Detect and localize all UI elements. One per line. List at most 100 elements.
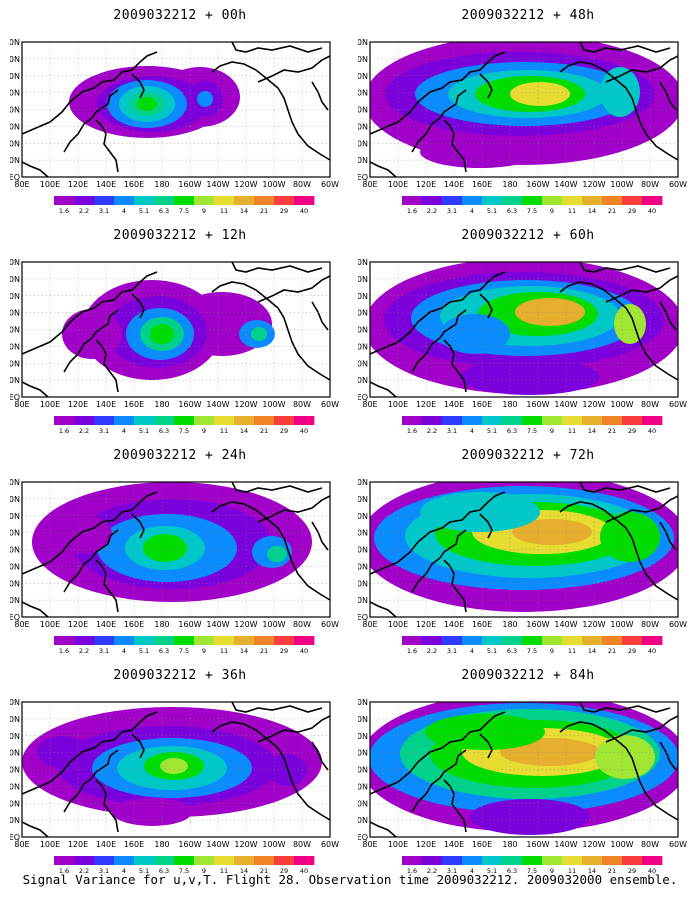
colorbar-swatch (214, 416, 235, 425)
lon-label: 80W (293, 620, 311, 629)
colorbar-swatch (154, 196, 175, 205)
lon-label: 100W (262, 620, 285, 629)
colorbar-swatch (422, 856, 443, 865)
lon-label: 160W (526, 840, 549, 849)
colorbar-swatch (294, 636, 315, 645)
colorbar-swatch (154, 636, 175, 645)
forecast-panel-72h: 2009032212 + 72h 80N 70N 60N 50N 40N 30N 20N 10N… (358, 448, 698, 670)
lon-label: 100E (388, 400, 408, 409)
lon-label: 140W (206, 400, 229, 409)
lon-label: 120E (416, 620, 436, 629)
lat-label: 80N (10, 478, 20, 487)
colorbar-level-label: 14 (240, 427, 248, 435)
colorbar-swatch (114, 636, 135, 645)
colorbar-swatch (422, 636, 443, 645)
lat-label: 60N (10, 72, 20, 81)
lat-label: 30N (10, 122, 20, 131)
colorbar-swatch (582, 416, 603, 425)
lon-label: 120W (582, 400, 605, 409)
colorbar-swatch (134, 196, 155, 205)
lon-label: 80W (641, 840, 659, 849)
colorbar-swatch (234, 856, 255, 865)
colorbar-level-label: 6.3 (507, 207, 517, 215)
colorbar-swatch (642, 636, 663, 645)
colorbar (54, 196, 315, 205)
lat-label: 70N (358, 715, 368, 724)
colorbar-level-label: 6.3 (159, 207, 169, 215)
colorbar-swatch (462, 196, 483, 205)
colorbar-swatch (174, 856, 195, 865)
colorbar-swatch (94, 196, 115, 205)
lon-label: 120W (234, 400, 257, 409)
lon-label: 180 (154, 840, 169, 849)
colorbar-level-label: 40 (300, 867, 308, 875)
colorbar-swatch (642, 416, 663, 425)
colorbar-swatch (254, 636, 275, 645)
colorbar-level-label: 21 (260, 867, 268, 875)
colorbar-swatch (254, 416, 275, 425)
colorbar-swatch (174, 196, 195, 205)
colorbar-swatch (442, 416, 463, 425)
gridlines (22, 262, 330, 397)
colorbar-level-label: 14 (240, 647, 248, 655)
panel-title: 2009032212 + 36h (113, 668, 247, 683)
colorbar-level-label: 6.3 (159, 427, 169, 435)
colorbar-swatch (602, 196, 623, 205)
lat-label: 50N (358, 529, 368, 538)
colorbar-level-label: 40 (648, 207, 656, 215)
colorbar (54, 416, 315, 425)
colorbar-level-label: 4 (470, 867, 474, 875)
lon-label: 80E (362, 400, 377, 409)
lon-label: 120E (68, 620, 88, 629)
lon-label: 140W (554, 840, 577, 849)
colorbar-swatch (622, 856, 643, 865)
lat-label: 50N (10, 309, 20, 318)
colorbar-swatch (194, 636, 215, 645)
lon-label: 100E (40, 620, 60, 629)
colorbar-level-label: 4 (122, 647, 126, 655)
lon-label: 140W (554, 180, 577, 189)
lat-label: 60N (358, 732, 368, 741)
colorbar-swatch (74, 856, 95, 865)
lat-label: EQ (358, 833, 368, 842)
colorbar-swatch (114, 856, 135, 865)
lon-label: 80E (362, 840, 377, 849)
colorbar-level-label: 6.3 (159, 647, 169, 655)
colorbar-swatch (582, 636, 603, 645)
lat-label: 70N (10, 495, 20, 504)
colorbar (54, 856, 315, 865)
colorbar-level-label: 14 (588, 427, 596, 435)
colorbar-swatch (462, 636, 483, 645)
panel-title: 2009032212 + 00h (113, 8, 247, 23)
colorbar-swatch (74, 196, 95, 205)
forecast-panel-00h: 2009032212 + 00h 80N 70N 60N 50N 40N 30N 20N 10N… (10, 8, 350, 230)
lat-label: 10N (358, 376, 368, 385)
colorbar-swatch (194, 856, 215, 865)
lon-label: 180 (502, 180, 517, 189)
lat-label: 40N (358, 106, 368, 115)
colorbar-swatch (234, 636, 255, 645)
colorbar-level-label: 5.1 (139, 867, 149, 875)
lat-label: 50N (358, 309, 368, 318)
colorbar-swatch (582, 856, 603, 865)
lon-label: 140E (96, 180, 116, 189)
colorbar-swatch (602, 636, 623, 645)
colorbar-level-label: 21 (608, 867, 616, 875)
colorbar (54, 636, 315, 645)
lon-label: 120E (68, 840, 88, 849)
colorbar-level-label: 11 (568, 867, 576, 875)
lat-label: 20N (10, 579, 20, 588)
lon-label: 140E (444, 400, 464, 409)
colorbar-level-label: 2.2 (427, 647, 437, 655)
lon-label: 140W (206, 620, 229, 629)
colorbar-swatch (402, 856, 423, 865)
gridlines (22, 482, 330, 617)
colorbar-level-label: 9 (550, 647, 554, 655)
lon-label: 160W (178, 400, 201, 409)
colorbar-level-label: 5.1 (139, 427, 149, 435)
lat-label: 40N (10, 766, 20, 775)
lon-label: 80E (362, 620, 377, 629)
colorbar-swatch (502, 636, 523, 645)
colorbar-swatch (602, 856, 623, 865)
